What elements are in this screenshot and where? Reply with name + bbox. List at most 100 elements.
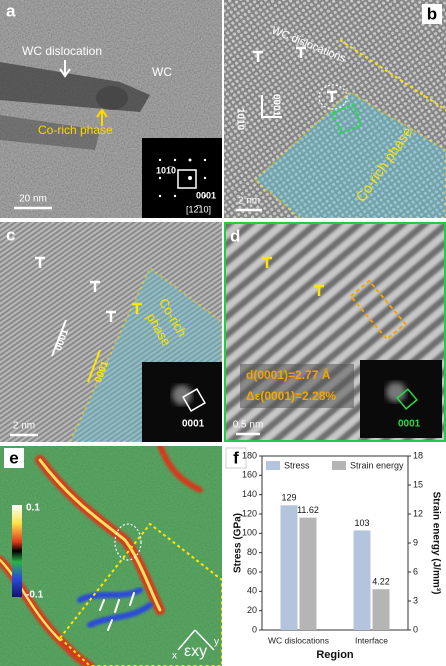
panel-d: d d(0001)=2.77 Å Δε(0001)=2.28% 0.5 nm 0…	[224, 222, 446, 442]
y-tick-label: 120	[242, 508, 257, 518]
inset-box	[396, 388, 418, 410]
x-tick-label: WC dislocations	[268, 635, 329, 645]
fft-center	[386, 382, 406, 402]
panel-label: d	[230, 226, 240, 245]
dislocation-symbols	[262, 256, 324, 296]
panel-label: b	[427, 4, 437, 23]
direction-label: 101̅0	[234, 108, 246, 131]
y-tick-label: 180	[242, 450, 257, 460]
y2-tick-label: 9	[413, 537, 418, 547]
strain-texture	[0, 446, 222, 666]
scale-label: 2 nm	[13, 421, 35, 432]
arrow	[59, 60, 71, 78]
legend-swatch	[332, 461, 346, 470]
y2-tick-label: 12	[413, 508, 423, 518]
axis-arrows	[177, 629, 215, 651]
y2-tick-label: 6	[413, 566, 418, 576]
y2-tick-label: 18	[413, 450, 423, 460]
phase-band	[0, 115, 100, 150]
colorbar	[12, 505, 22, 597]
annotation-box	[240, 364, 354, 408]
inset-label: 0001	[196, 190, 216, 200]
scale-label: 0.5 nm	[233, 420, 264, 431]
label-box	[4, 448, 24, 468]
highlight-box	[349, 279, 407, 341]
axis-marker	[261, 95, 282, 118]
dislocation-symbol	[132, 302, 142, 314]
label-box	[422, 4, 442, 24]
annotation: Co-rich phase	[38, 123, 113, 137]
panel-f: f	[224, 446, 446, 666]
panel-e: e 0.1 -0.1 x y εxy	[0, 446, 222, 666]
x-tick-label: Interface	[355, 635, 388, 645]
fft-center	[172, 385, 192, 405]
legend-label: Strain energy	[350, 460, 404, 470]
annotation: WC dislocation	[22, 44, 102, 58]
dislocation-symbols	[253, 46, 337, 102]
y2-axis-label: Strain energy (J/mm³)	[430, 492, 441, 595]
legend-swatch	[266, 461, 280, 470]
component-label: εxy	[184, 643, 207, 660]
panel-label: f	[233, 448, 239, 467]
panel-b: b WC dislocations 101̅0 0001 Co-rich pha…	[224, 0, 446, 218]
inset-box	[182, 388, 206, 412]
y-tick-label: 140	[242, 489, 257, 499]
annotation: WC	[152, 65, 172, 79]
y-tick-label: 60	[247, 566, 257, 576]
dislocation-symbols	[35, 256, 116, 322]
inset	[142, 138, 222, 218]
inset-label: 0001	[398, 419, 421, 430]
value-label: 11.62	[297, 505, 319, 515]
colorbar-label: 0.1	[26, 503, 40, 514]
y-tick-label: 80	[247, 547, 257, 557]
chart-background	[224, 446, 446, 666]
annotation: Δε(0001)=2.28%	[246, 389, 336, 403]
inset-box	[177, 169, 197, 189]
scale-label: 20 nm	[19, 194, 47, 205]
arrow	[96, 108, 108, 126]
panel-label: a	[6, 1, 16, 20]
inset-label: 101̅0	[156, 165, 176, 175]
bar	[372, 589, 390, 630]
direction-marker	[51, 319, 67, 357]
value-label: 4.22	[372, 577, 390, 587]
colorbar-label: -0.1	[26, 590, 44, 601]
y-tick-label: 40	[247, 586, 257, 596]
y-tick-label: 100	[242, 528, 257, 538]
y-tick-label: 0	[252, 624, 257, 634]
diffraction-spots	[158, 158, 207, 198]
value-label: 103	[354, 518, 369, 528]
x-axis-label: Region	[316, 649, 354, 661]
panel-a: a WC dislocation WC Co-rich phase 20 nm …	[0, 0, 222, 218]
bar	[299, 517, 317, 630]
highlight-circle	[114, 523, 142, 561]
highlight-box	[331, 103, 363, 135]
highlight-circle	[318, 84, 348, 110]
y2-tick-label: 15	[413, 479, 423, 489]
bar	[280, 505, 298, 630]
y2-tick-label: 0	[413, 624, 418, 634]
co-rich-region	[58, 522, 222, 666]
panel-label: e	[9, 448, 18, 467]
value-label: 129	[281, 493, 296, 503]
frame	[224, 222, 446, 442]
y-axis-label: Stress (GPa)	[233, 513, 244, 573]
bar	[353, 530, 371, 630]
co-particle	[96, 86, 128, 110]
y-tick-label: 160	[242, 470, 257, 480]
label-box	[225, 447, 247, 469]
inset-label: [12̅10]	[186, 204, 211, 214]
legend-label: Stress	[284, 460, 310, 470]
panel-c: c 0001 Co-rich phase 0001 2 nm 0001	[0, 222, 222, 442]
scale-label: 2 nm	[238, 196, 260, 207]
direction-label: 0001	[270, 94, 281, 117]
annotation: d(0001)=2.77 Å	[246, 367, 331, 382]
axis-label: x	[172, 651, 177, 662]
panel-label: c	[6, 225, 15, 244]
axis-label: y	[214, 637, 219, 648]
direction-marker	[87, 349, 101, 383]
y-tick-label: 20	[247, 605, 257, 615]
co-rich-region	[253, 90, 446, 218]
